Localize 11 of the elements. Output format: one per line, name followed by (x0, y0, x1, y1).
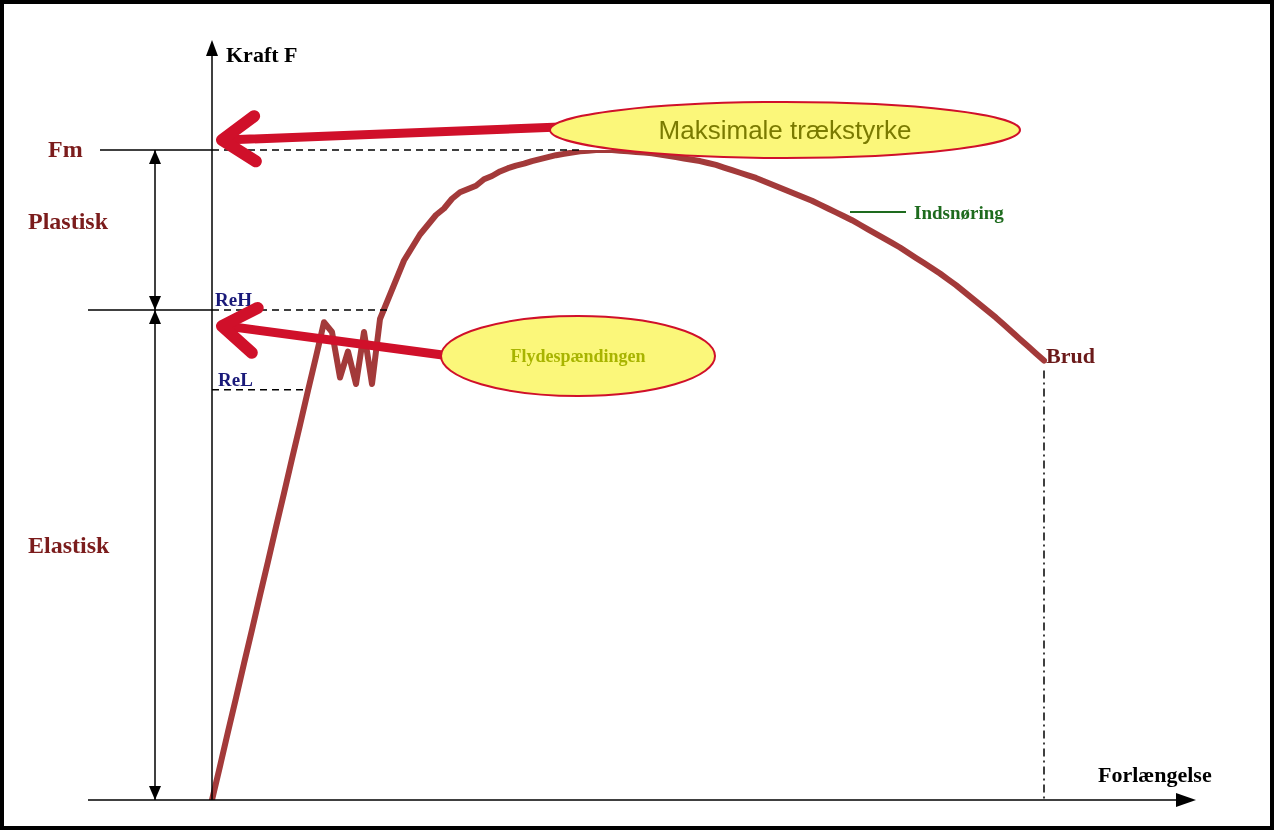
text: Maksimale trækstyrke (658, 115, 912, 145)
x-axis-title: Forlængelse (1098, 762, 1212, 787)
annotation: Brud (1046, 343, 1095, 368)
ref-line-label: ReH (215, 289, 253, 310)
text: Plastisk (28, 208, 109, 234)
annotation: Flydespændingen (510, 346, 646, 366)
text: Elastisk (28, 532, 111, 558)
ref-line-label: ReL (218, 369, 253, 390)
y-axis-title: Kraft F (226, 42, 298, 67)
ref-line-label: Fm (48, 136, 83, 162)
annotation: Indsnøring (914, 202, 1005, 223)
